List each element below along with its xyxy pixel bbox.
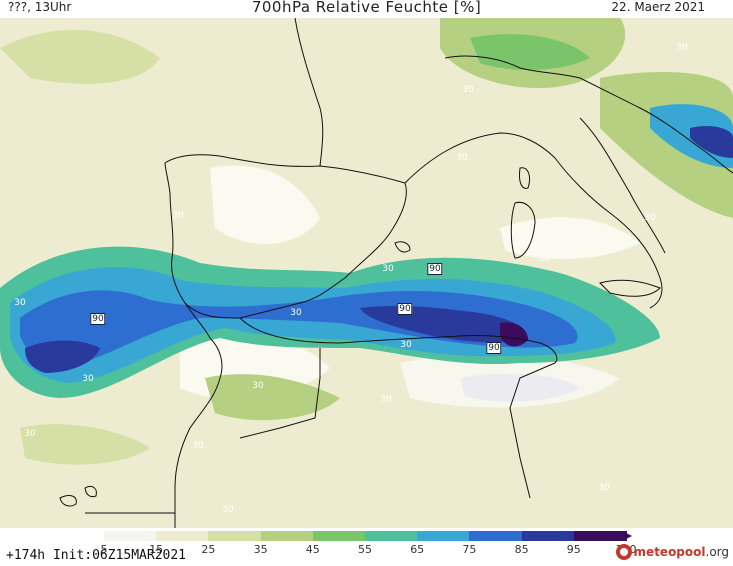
contour-label: 30 [538,254,550,264]
field-moist-canaries [20,424,150,465]
contour-label: 30 [598,483,610,493]
logo-icon [615,544,632,560]
contour-label-90: 90 [90,313,106,325]
color-scale-label: 45 [305,543,320,556]
field-dry-sea [500,217,640,260]
field-moist-atlas [205,374,340,421]
color-scale-segment [208,531,262,541]
map-canvas [0,18,733,528]
color-scale-label: 35 [253,543,268,556]
contour-label: 30 [252,381,264,391]
field-dry-grey [460,373,580,402]
humidity-map[interactable]: 30 30 30 30 30 30 30 30 30 30 30 30 30 3… [0,18,733,528]
color-scale-label: 85 [514,543,529,556]
forecast-init: +174h Init:06Z15MAR2021 [6,548,187,563]
field-moist-atlantic [0,29,160,84]
color-scale-segment [365,531,419,541]
header-bar: ???, 13Uhr 700hPa Relative Feuchte [%] 2… [0,0,733,18]
band-core-peak [500,322,528,347]
color-scale-label: 15 [149,543,164,556]
map-title: 700hPa Relative Feuchte [%] [251,0,482,16]
color-scale-segment [156,531,210,541]
field-dry-iberia [210,165,320,245]
logo-suffix: .org [705,545,730,559]
color-scale-segment [573,531,627,541]
coastlines [59,18,733,528]
color-scale-segment [417,531,471,541]
field-wet-adriatic-core [690,126,733,158]
contour-label: 30 [382,264,394,274]
band-core-atlantic [25,340,100,373]
contour-label-90: 90 [486,342,502,354]
run-label: ???, 13Uhr [8,0,72,14]
band-core-med [360,305,526,343]
color-scale-segment [469,531,523,541]
contour-label: 30 [172,211,184,221]
color-scale-segment [312,531,366,541]
color-scale-label: 25 [201,543,216,556]
color-scale-label: 5 [100,543,108,556]
contour-label-90: 90 [427,263,443,275]
contour-label: 30 [24,429,36,439]
footer-bar: 5152535455565758595100 +174h Init:06Z15M… [0,528,733,566]
contour-label: 30 [462,85,474,95]
meteopool-logo[interactable]: meteopool .org [615,544,730,560]
contour-label: 30 [400,340,412,350]
contour-label: 30 [290,308,302,318]
contour-label: 30 [222,505,234,515]
color-scale-arrow [622,531,632,541]
color-scale-label: 75 [462,543,477,556]
color-scale-label: 95 [566,543,581,556]
color-scale-label: 65 [410,543,425,556]
logo-text: meteopool [633,545,706,559]
contour-label: 30 [380,395,392,405]
color-scale-segment [260,531,314,541]
contour-label: 30 [676,43,688,53]
valid-date: 22. Maerz 2021 [611,0,705,14]
color-scale-segment [104,531,158,541]
color-scale: 5152535455565758595100 [101,531,637,556]
contour-label-90: 90 [397,303,413,315]
contour-label: 30 [192,441,204,451]
color-scale-segment [521,531,575,541]
contour-label: 30 [456,153,468,163]
color-scale-label: 55 [358,543,372,556]
contour-label: 30 [14,298,26,308]
contour-label: 30 [644,213,656,223]
contour-label: 30 [82,374,94,384]
